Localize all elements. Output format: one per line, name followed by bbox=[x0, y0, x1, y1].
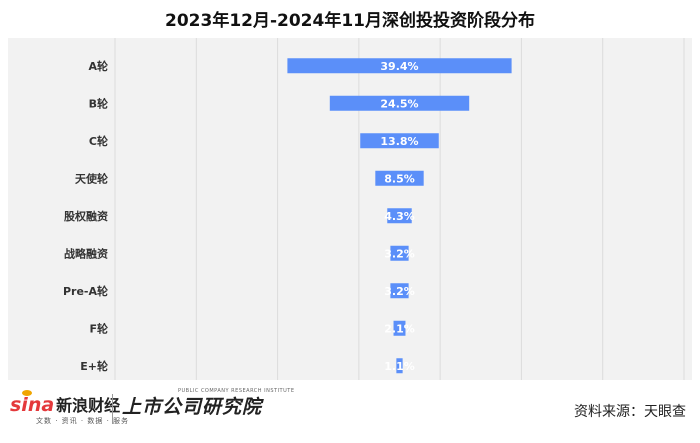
chart-panel: A轮 39.4% B轮 24.5% C轮 13.8% 天使轮 8.5% 股权融资 4.3% 战略融资… bbox=[8, 38, 692, 380]
bar bbox=[396, 358, 403, 374]
bar bbox=[390, 245, 409, 261]
category-label: 战略融资 bbox=[64, 246, 108, 260]
category-label: F轮 bbox=[89, 321, 108, 335]
sina-name: 新浪财经 bbox=[56, 396, 121, 415]
data-label: 2.1% bbox=[384, 322, 415, 335]
data-label: 13.8% bbox=[380, 135, 418, 148]
data-source: 资料来源：天眼查 bbox=[574, 404, 686, 420]
bar bbox=[329, 95, 470, 111]
footer: sina 新浪财经 文数 · 资讯 · 数据 · 服务 上市公司研究院 PUBLI… bbox=[0, 384, 700, 443]
data-label: 39.4% bbox=[380, 60, 418, 73]
category-label: B轮 bbox=[89, 96, 108, 110]
chart-svg: A轮 39.4% B轮 24.5% C轮 13.8% 天使轮 8.5% 股权融资 4.3% 战略融资… bbox=[63, 38, 685, 380]
data-label: 3.2% bbox=[384, 285, 415, 298]
bar bbox=[287, 58, 512, 74]
sina-tagline: 文数 · 资讯 · 数据 · 服务 bbox=[36, 417, 130, 425]
chart-title: 2023年12月-2024年11月深创投投资阶段分布 bbox=[165, 11, 535, 31]
category-label: A轮 bbox=[88, 59, 108, 73]
category-label: 股权融资 bbox=[64, 209, 108, 223]
logo-divider bbox=[112, 394, 113, 424]
category-label: C轮 bbox=[89, 134, 108, 148]
bar bbox=[360, 133, 439, 149]
data-label: 3.2% bbox=[384, 247, 415, 260]
data-label: 24.5% bbox=[380, 97, 418, 110]
bar bbox=[387, 208, 412, 224]
data-label: 8.5% bbox=[384, 172, 415, 185]
category-label: Pre-A轮 bbox=[63, 284, 108, 298]
category-label: E+轮 bbox=[80, 359, 108, 373]
category-label: 天使轮 bbox=[75, 171, 108, 185]
data-label: 4.3% bbox=[384, 210, 415, 223]
data-label: 1.1% bbox=[384, 360, 415, 373]
institute-name: 上市公司研究院 bbox=[122, 396, 263, 418]
sina-eye-icon bbox=[22, 390, 32, 396]
bar bbox=[390, 283, 409, 299]
bar bbox=[375, 170, 424, 186]
bar bbox=[393, 320, 406, 336]
sina-finance-logo: sina 新浪财经 文数 · 资讯 · 数据 · 服务 bbox=[10, 390, 128, 425]
sina-mark: sina bbox=[10, 394, 55, 416]
institute-english-name: PUBLIC COMPANY RESEARCH INSTITUTE bbox=[178, 388, 295, 394]
research-institute-logo: 上市公司研究院 PUBLIC COMPANY RESEARCH INSTITUT… bbox=[122, 388, 294, 419]
